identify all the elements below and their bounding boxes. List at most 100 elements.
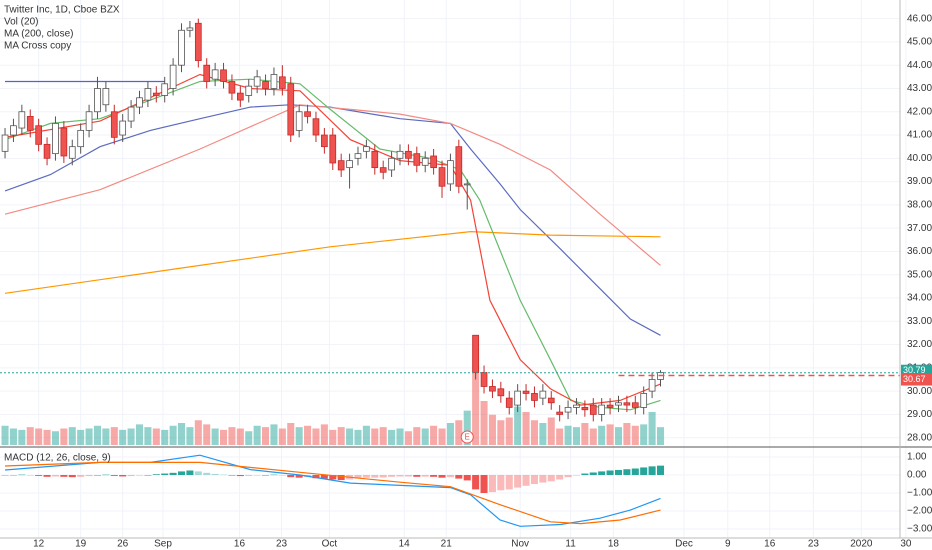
volume-bar [505, 417, 513, 445]
macd-bar [631, 468, 639, 475]
volume-bar [640, 424, 648, 445]
candle-body [304, 111, 311, 117]
y-tick-label: 34.00 [907, 293, 932, 304]
x-tick-label: 19 [75, 539, 87, 550]
volume-bar [51, 431, 59, 445]
candle-body [10, 125, 17, 136]
volume-bar [404, 431, 412, 445]
volume-bar [371, 428, 379, 445]
grid [0, 0, 907, 538]
price-label: 30.67 [903, 374, 926, 384]
candle-body [85, 111, 93, 131]
macd-bar [278, 475, 286, 476]
macd-bar [438, 475, 446, 478]
volume-bar [488, 414, 496, 445]
candle-body [379, 167, 387, 173]
macd-bar [177, 471, 186, 475]
x-tick-label: 14 [399, 539, 411, 550]
y-tick-label: 35.00 [907, 269, 932, 280]
volume-bar [194, 420, 202, 445]
volume-bar [547, 417, 555, 445]
y-tick-label: 46.00 [907, 13, 932, 24]
candle-body [26, 116, 34, 131]
volume-bar [169, 425, 177, 445]
volume-bar [388, 429, 396, 445]
y-tick-label: 33.00 [907, 316, 932, 327]
event-marker [460, 430, 474, 444]
macd-bar [446, 475, 454, 478]
candle-body [77, 129, 85, 148]
y-tick-label: 30.00 [907, 386, 932, 397]
candle-body [363, 146, 370, 152]
volume-bar [35, 428, 43, 445]
x-tick-label: 9 [725, 539, 731, 550]
macd-bar [85, 475, 93, 477]
candle-body [522, 390, 530, 394]
volume-bar [278, 428, 286, 445]
macd-bar [497, 475, 505, 491]
volume-bar [102, 428, 110, 445]
y-tick-label: 44.00 [907, 60, 932, 71]
candle-body [178, 29, 185, 66]
candle-body [573, 404, 580, 408]
x-tick-label: 26 [117, 539, 129, 550]
macd-bar [589, 472, 597, 475]
macd-bar [472, 475, 480, 490]
macd-bar [169, 472, 177, 475]
volume-bar [161, 429, 169, 445]
macd-bar [253, 475, 261, 476]
volume-bar [18, 429, 26, 445]
macd-bar [102, 474, 110, 476]
macd-bar [640, 467, 648, 475]
volume-bar [472, 335, 480, 445]
volume-bar [211, 428, 219, 445]
y-tick-label: 42.00 [907, 106, 932, 117]
volume-bar [320, 424, 328, 445]
volume-bar [631, 425, 639, 445]
candle-body [43, 143, 51, 159]
macd-bar [220, 474, 228, 476]
macd-bar [371, 475, 379, 478]
volume-bar [589, 428, 597, 445]
candle-body [648, 379, 656, 392]
volume-bar [186, 427, 194, 445]
volume-bar [236, 428, 244, 445]
candle-body [18, 111, 26, 129]
candle-body [236, 92, 244, 101]
volume-bar [522, 412, 530, 445]
event-label: E [465, 433, 470, 442]
candle-body [388, 157, 395, 171]
macd-bar [194, 471, 202, 475]
macd-bar [152, 474, 160, 475]
macd-bar [480, 475, 488, 493]
macd-line [4, 461, 661, 525]
candle-body [253, 76, 261, 87]
macd-bar [287, 475, 295, 478]
macd-bar [606, 470, 614, 475]
macd-bar [51, 475, 59, 477]
volume-bar [60, 428, 68, 445]
macd-bar [203, 472, 211, 475]
price-label-box [901, 373, 932, 386]
candle-body [346, 160, 353, 169]
candle-body [329, 134, 337, 164]
macd-bar [211, 473, 219, 475]
candle-body [119, 120, 127, 136]
macd-bar [295, 475, 303, 478]
candle-body [186, 27, 194, 31]
ma-line [4, 230, 661, 294]
volume-bar [144, 427, 152, 445]
volume-bar [203, 424, 211, 445]
candle-body [581, 407, 589, 411]
y-tick-label: 37.00 [907, 223, 932, 234]
candle-body [68, 146, 76, 159]
candle-body [497, 388, 505, 397]
macd-bar [320, 475, 328, 479]
macd-tick-label: −1.00 [907, 488, 932, 499]
x-tick-label: Sep [154, 539, 172, 550]
legend-item: Vol (20) [4, 17, 38, 28]
volume-bar [455, 420, 463, 445]
candle-body [220, 69, 227, 82]
macd-bar [455, 475, 463, 479]
